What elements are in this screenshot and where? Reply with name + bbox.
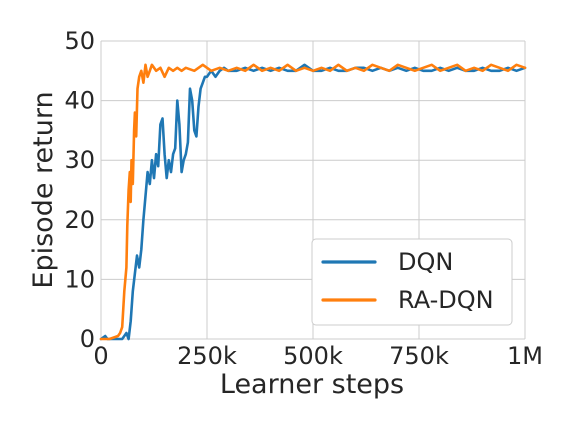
x-tick-label: 0 xyxy=(93,342,108,370)
y-axis-ticks: 0 10 20 30 40 50 xyxy=(64,27,95,353)
legend: DQN RA-DQN xyxy=(311,238,513,326)
y-tick-label: 30 xyxy=(64,146,95,174)
y-axis-label: Episode return xyxy=(28,91,59,288)
series-lines xyxy=(99,63,527,341)
y-tick-label: 20 xyxy=(64,206,95,234)
legend-label-dqn: DQN xyxy=(398,248,453,276)
x-tick-label: 750k xyxy=(389,342,449,370)
x-axis-ticks: 0 250k 500k 750k 1M xyxy=(93,342,543,370)
x-tick-label: 250k xyxy=(177,342,237,370)
y-tick-label: 40 xyxy=(64,87,95,115)
y-tick-label: 10 xyxy=(64,265,95,293)
x-tick-label: 1M xyxy=(507,342,543,370)
series-line-dqn xyxy=(99,63,527,341)
x-axis-label: Learner steps xyxy=(220,369,404,400)
series-line-ra-dqn xyxy=(99,63,527,341)
x-tick-label: 500k xyxy=(283,342,343,370)
legend-label-ra-dqn: RA-DQN xyxy=(398,286,494,314)
y-tick-label: 0 xyxy=(80,325,95,353)
y-tick-label: 50 xyxy=(64,27,95,55)
